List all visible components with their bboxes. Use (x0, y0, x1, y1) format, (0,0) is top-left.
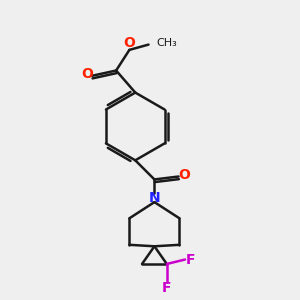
Text: F: F (162, 280, 172, 295)
Text: O: O (124, 36, 135, 50)
Text: N: N (148, 191, 160, 205)
Text: O: O (178, 168, 190, 182)
Text: O: O (81, 67, 93, 81)
Text: F: F (186, 253, 195, 266)
Text: CH₃: CH₃ (157, 38, 178, 48)
